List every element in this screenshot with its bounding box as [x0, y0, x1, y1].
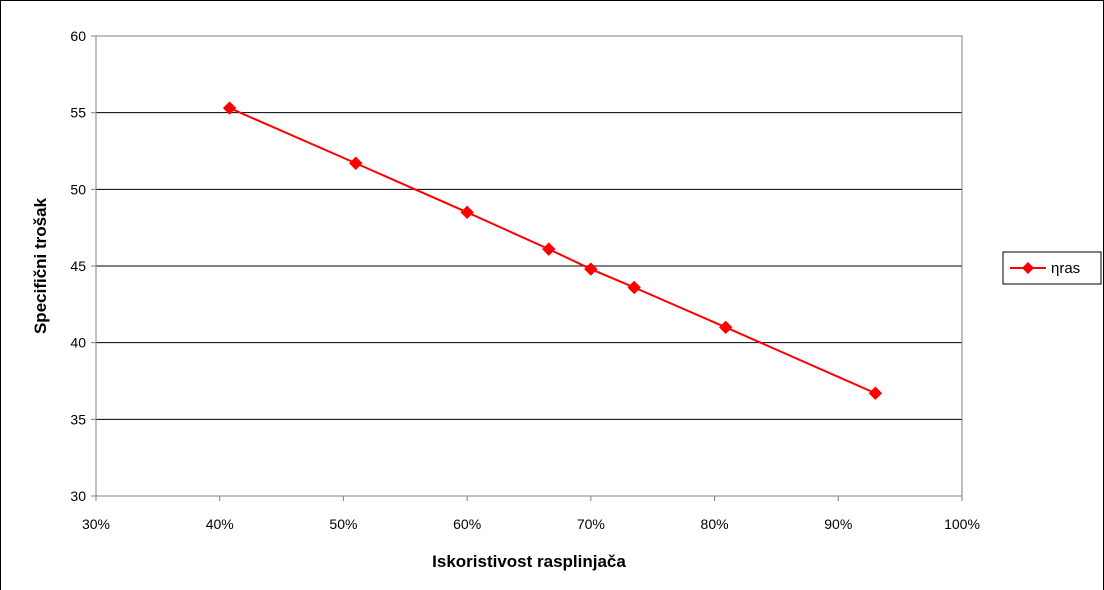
- y-tick-label: 40: [70, 335, 86, 351]
- series-line-0: [229, 107, 876, 395]
- x-tick-label: 30%: [82, 516, 110, 532]
- y-tick-label: 45: [70, 258, 86, 274]
- y-tick-label: 30: [70, 488, 86, 504]
- data-point-marker: [222, 101, 237, 115]
- data-point-marker: [868, 386, 883, 400]
- data-point-marker: [542, 242, 556, 256]
- legend-diamond-marker: [1022, 262, 1034, 274]
- data-point-marker: [460, 205, 474, 220]
- legend-label-eta-ras: ηras: [1051, 260, 1080, 277]
- x-tick-label: 40%: [206, 516, 234, 532]
- y-tick-label: 35: [70, 411, 86, 427]
- x-tick-label: 90%: [824, 516, 852, 532]
- data-point-marker: [718, 320, 733, 335]
- series-layer: [222, 101, 883, 400]
- axes: 30 35 40 45 50 55 60 30% 40% 50% 60% 70% 80% 90% 100%: [70, 28, 979, 532]
- x-tick-label: 80%: [701, 516, 729, 532]
- y-tick-label: 50: [70, 181, 86, 197]
- x-tick-label: 60%: [453, 516, 481, 532]
- x-tick-label: 100%: [944, 516, 980, 532]
- x-tick-label: 50%: [329, 516, 357, 532]
- y-axis-title: Specifični trošak: [31, 197, 50, 334]
- data-point-marker: [584, 262, 598, 276]
- y-tick-label: 60: [70, 28, 86, 44]
- data-point-marker: [349, 156, 363, 170]
- legend: ηras: [1002, 251, 1102, 285]
- data-point-marker: [627, 280, 641, 295]
- x-axis-title: Iskoristivost rasplinjača: [432, 552, 626, 571]
- y-tick-label: 55: [70, 105, 86, 121]
- x-tick-label: 70%: [577, 516, 605, 532]
